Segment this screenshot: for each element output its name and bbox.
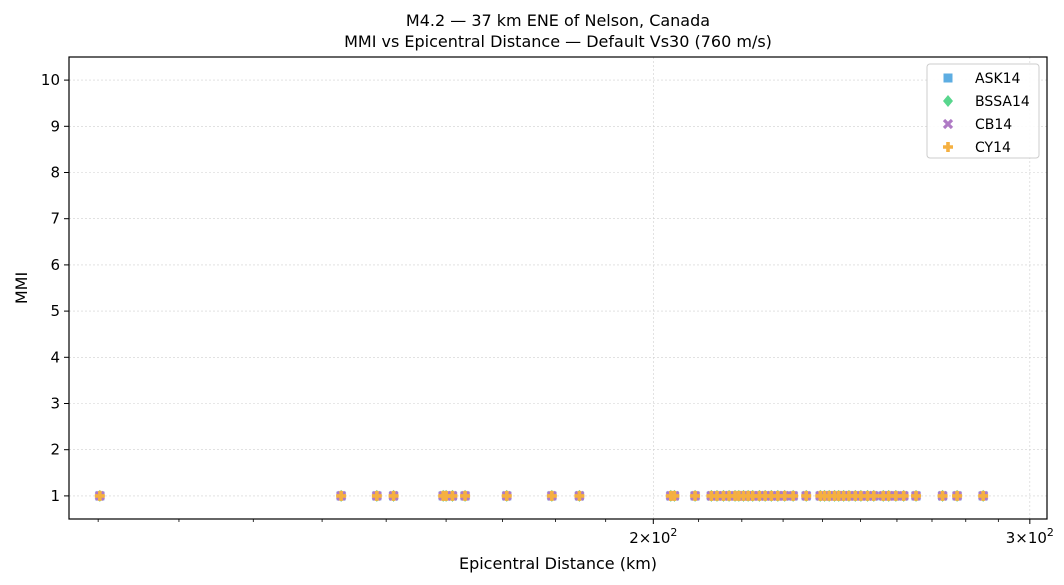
y-tick-label: 5 — [50, 302, 60, 320]
data-point-cy14 — [546, 490, 557, 501]
y-tick-label: 7 — [50, 210, 60, 228]
legend-box — [926, 63, 1040, 159]
data-point-cy14 — [952, 490, 963, 501]
x-tick-label: 3×102 — [1006, 526, 1054, 547]
data-point-cy14 — [388, 490, 399, 501]
data-point-cy14 — [937, 490, 948, 501]
y-tick-label: 10 — [41, 71, 60, 89]
data-point-cy14 — [898, 490, 909, 501]
y-tick-label: 8 — [50, 164, 60, 182]
x-tick-exponent: 2 — [670, 526, 677, 539]
x-tick-times: × — [1015, 529, 1028, 547]
y-tick-label: 9 — [50, 117, 60, 135]
x-tick-times: × — [639, 529, 652, 547]
x-axis-ticks: 2×102 3×102 — [97, 519, 1054, 547]
y-tick-label: 2 — [50, 441, 60, 459]
legend-label-cy14: CY14 — [975, 140, 1011, 156]
y-axis-label: MMI — [12, 272, 31, 304]
legend: ASK14 BSSA14 CB14 CY14 — [926, 63, 1040, 159]
legend-marker-cb14 — [942, 118, 954, 130]
x-tick-label: 2×102 — [629, 526, 677, 547]
legend-label-ask14: ASK14 — [975, 71, 1021, 87]
data-point-cy14 — [94, 490, 105, 501]
data-point-cy14 — [447, 490, 458, 501]
y-axis-ticks: 1 2 3 4 5 6 7 8 9 10 — [41, 71, 69, 505]
legend-items: ASK14 BSSA14 CB14 CY14 — [942, 71, 1030, 156]
data-point-cy14 — [801, 490, 812, 501]
data-point-cy14 — [978, 490, 989, 501]
chart-title: M4.2 — 37 km ENE of Nelson, Canada — [406, 11, 710, 30]
data-point-cy14 — [911, 490, 922, 501]
plot-area-frame — [68, 56, 1048, 520]
data-point-cy14 — [690, 490, 701, 501]
y-tick-label: 3 — [50, 395, 60, 413]
x-axis-label: Epicentral Distance (km) — [459, 554, 657, 573]
x-tick-exp: 10 — [651, 529, 670, 547]
legend-label-bssa14: BSSA14 — [975, 94, 1030, 110]
legend-marker-ask14 — [943, 73, 953, 83]
data-point-cy14 — [779, 490, 790, 501]
legend-marker-cy14 — [943, 142, 953, 152]
series-cy14 — [94, 490, 989, 501]
data-point-cy14 — [669, 490, 680, 501]
data-point-cy14 — [336, 490, 347, 501]
x-tick-exponent: 2 — [1047, 526, 1054, 539]
y-tick-label: 6 — [50, 256, 60, 274]
data-point-cy14 — [460, 490, 471, 501]
x-tick-base: 3 — [1006, 529, 1016, 547]
data-point-cy14 — [371, 490, 382, 501]
data-points — [94, 489, 989, 502]
chart-subtitle: MMI vs Epicentral Distance — Default Vs3… — [344, 32, 772, 51]
data-point-cy14 — [868, 490, 879, 501]
y-tick-label: 1 — [50, 487, 60, 505]
legend-marker-bssa14 — [943, 95, 953, 107]
legend-label-cb14: CB14 — [975, 117, 1012, 133]
data-point-cy14 — [574, 490, 585, 501]
x-tick-exp: 10 — [1028, 529, 1047, 547]
grid — [69, 57, 1047, 519]
x-tick-base: 2 — [629, 529, 639, 547]
data-point-cy14 — [501, 490, 512, 501]
data-point-cy14 — [788, 490, 799, 501]
y-tick-label: 4 — [50, 348, 60, 366]
